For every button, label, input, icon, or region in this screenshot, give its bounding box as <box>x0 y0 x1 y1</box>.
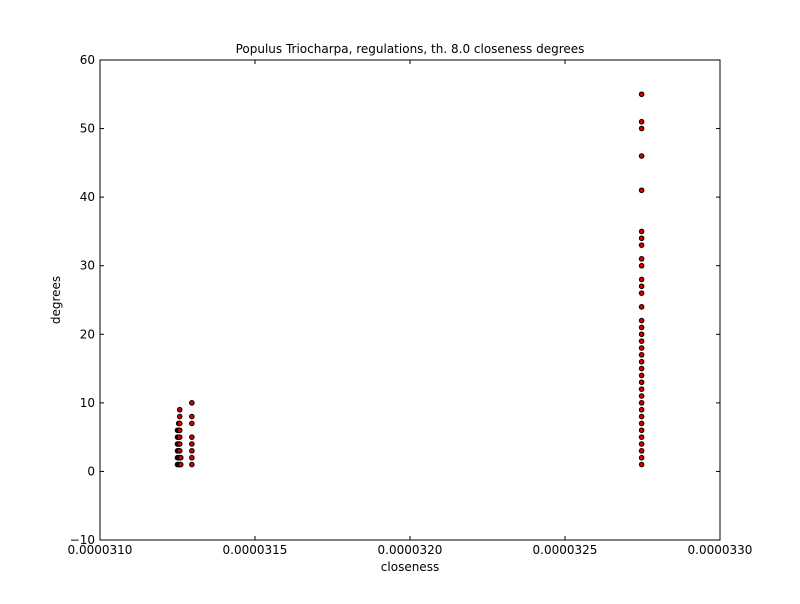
data-point <box>638 413 645 420</box>
data-point <box>638 454 645 461</box>
data-point <box>638 242 645 248</box>
data-point <box>638 441 645 447</box>
data-point <box>638 283 645 290</box>
data-point <box>638 256 645 262</box>
data-point <box>176 434 183 440</box>
data-point <box>638 461 645 468</box>
data-point <box>177 454 184 461</box>
y-tick-label: 10 <box>80 396 95 410</box>
data-point <box>638 352 645 358</box>
data-point <box>638 358 645 365</box>
y-tick-label: 30 <box>80 259 95 273</box>
data-point <box>189 461 195 468</box>
x-tick-label: 0.0000325 <box>533 543 598 557</box>
data-point <box>176 413 183 420</box>
data-point <box>638 235 645 242</box>
data-point <box>177 461 184 468</box>
data-point <box>638 379 645 386</box>
data-point <box>638 386 645 392</box>
data-point <box>638 153 645 159</box>
x-axis-label: closeness <box>381 560 439 574</box>
data-point <box>638 290 645 296</box>
data-point <box>638 365 645 372</box>
data-point <box>638 91 645 98</box>
data-point <box>189 441 195 447</box>
x-tick-label: 0.0000315 <box>223 543 288 557</box>
data-point <box>638 317 645 324</box>
data-point <box>176 441 183 447</box>
y-tick-label: 20 <box>80 327 95 341</box>
data-point <box>176 420 183 427</box>
data-point <box>638 448 645 454</box>
data-point <box>638 262 645 269</box>
data-point <box>638 434 645 440</box>
data-point <box>638 338 645 344</box>
y-tick-label: 40 <box>80 190 95 204</box>
x-axis-ticks: 0.0000310 0.0000315 0.0000320 0.0000325 0.00… <box>68 60 753 557</box>
data-point <box>189 434 195 440</box>
data-point <box>638 427 645 434</box>
data-point <box>638 324 645 331</box>
data-point <box>638 304 645 310</box>
data-point <box>176 448 183 454</box>
data-point <box>189 448 195 454</box>
data-point <box>189 454 195 461</box>
x-tick-label: 0.0000330 <box>688 543 753 557</box>
plot-area-frame <box>99 59 721 541</box>
data-point <box>638 187 645 194</box>
data-point <box>638 400 645 406</box>
data-point <box>638 420 645 427</box>
y-tick-label: 0 <box>87 464 95 478</box>
data-point <box>638 406 645 413</box>
data-point <box>176 406 183 413</box>
data-point <box>189 420 195 427</box>
chart-title: Populus Triocharpa, regulations, th. 8.0… <box>236 42 585 56</box>
y-tick-label: 50 <box>80 122 95 136</box>
x-tick-label: 0.0000310 <box>68 543 133 557</box>
x-tick-label: 0.0000320 <box>378 543 443 557</box>
data-points <box>174 91 645 468</box>
data-point <box>638 118 645 125</box>
data-point <box>189 400 195 406</box>
y-tick-label: 60 <box>80 53 95 67</box>
data-point <box>638 372 645 379</box>
data-point <box>638 393 645 399</box>
data-point <box>638 228 645 235</box>
data-point <box>638 276 645 283</box>
data-point <box>189 413 195 420</box>
data-point <box>638 331 645 338</box>
data-point <box>638 345 645 351</box>
y-tick-label: −10 <box>70 533 95 547</box>
data-point <box>638 125 645 132</box>
data-point <box>176 427 183 434</box>
y-axis-ticks: −10 0 10 20 30 40 50 60 <box>70 53 720 547</box>
y-axis-label: degrees <box>49 276 63 324</box>
